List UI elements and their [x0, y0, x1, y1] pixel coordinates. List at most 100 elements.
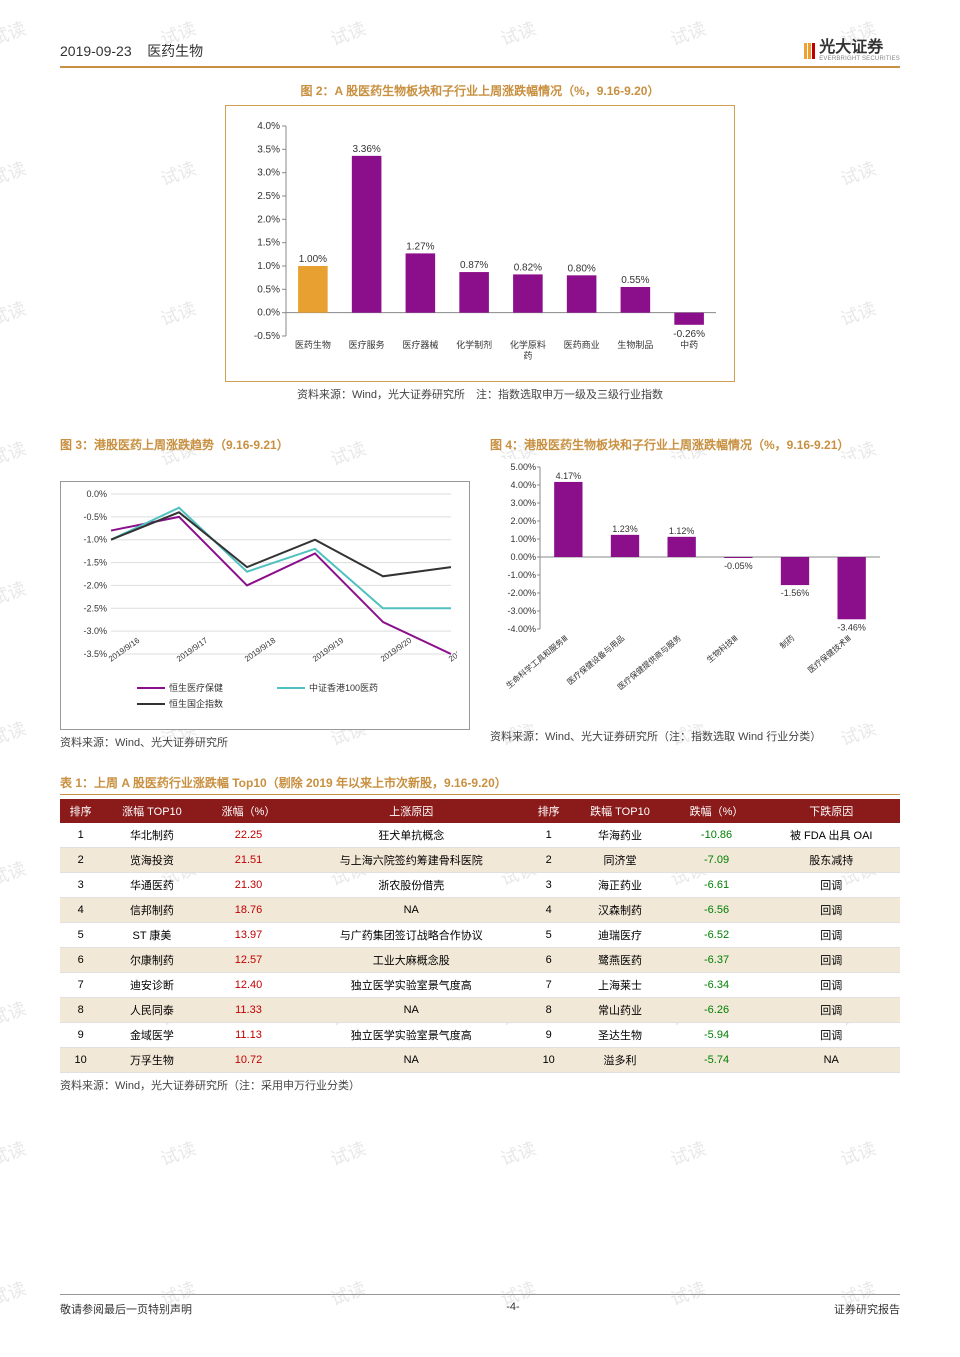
table-cell: 11.13 — [203, 1023, 295, 1048]
table-cell: 8 — [528, 998, 569, 1023]
svg-text:3.0%: 3.0% — [257, 168, 280, 179]
svg-text:1.0%: 1.0% — [257, 261, 280, 272]
table-cell: 迪瑞医疗 — [569, 923, 670, 948]
svg-text:2.0%: 2.0% — [257, 214, 280, 225]
svg-text:0.80%: 0.80% — [567, 263, 595, 274]
table-row: 5ST 康美13.97与广药集团签订战略合作协议5迪瑞医疗-6.52回调 — [60, 923, 900, 948]
svg-text:-3.00%: -3.00% — [507, 606, 536, 616]
table-header-cell: 跌幅 TOP10 — [569, 799, 670, 823]
table-cell: 回调 — [762, 998, 900, 1023]
table-cell: 6 — [60, 948, 101, 973]
svg-text:1.5%: 1.5% — [257, 238, 280, 249]
svg-text:0.00%: 0.00% — [510, 552, 536, 562]
table-row: 9金域医学11.13独立医学实验室景气度高9圣达生物-5.94回调 — [60, 1023, 900, 1048]
footer-right: 证券研究报告 — [834, 1301, 900, 1317]
table-header-cell: 上涨原因 — [294, 799, 528, 823]
table-body: 1华北制药22.25狂犬单抗概念1华海药业-10.86被 FDA 出具 OAI2… — [60, 823, 900, 1073]
table-cell: 常山药业 — [569, 998, 670, 1023]
table-cell: 21.51 — [203, 848, 295, 873]
svg-text:-0.26%: -0.26% — [673, 329, 705, 340]
table-cell: 回调 — [762, 973, 900, 998]
svg-text:中证香港100医药: 中证香港100医药 — [309, 682, 378, 693]
table-cell: -10.86 — [671, 823, 763, 848]
svg-text:2019/9/20: 2019/9/20 — [379, 636, 414, 664]
header-section: 医药生物 — [147, 43, 203, 59]
table-row: 2览海投资21.51与上海六院签约筹建骨科医院2同济堂-7.09股东减持 — [60, 848, 900, 873]
table-cell: 5 — [528, 923, 569, 948]
table-cell: NA — [294, 1048, 528, 1073]
svg-text:-3.5%: -3.5% — [83, 649, 107, 659]
table-cell: 回调 — [762, 898, 900, 923]
table-cell: 3 — [528, 873, 569, 898]
table-cell: 上海莱士 — [569, 973, 670, 998]
svg-text:3.36%: 3.36% — [352, 144, 380, 155]
table-row: 6尔康制药12.57工业大麻概念股6鹭燕医药-6.37回调 — [60, 948, 900, 973]
table-header-cell: 涨幅（%） — [203, 799, 295, 823]
table-cell: 9 — [528, 1023, 569, 1048]
svg-text:1.27%: 1.27% — [406, 241, 434, 252]
svg-text:医药生物: 医药生物 — [295, 339, 331, 350]
table-cell: 1 — [528, 823, 569, 848]
svg-text:4.00%: 4.00% — [510, 480, 536, 490]
svg-text:制药: 制药 — [778, 633, 797, 651]
table-cell: 海正药业 — [569, 873, 670, 898]
fig3-chart: 0.0%-0.5%-1.0%-1.5%-2.0%-2.5%-3.0%-3.5%2… — [60, 481, 470, 730]
table-cell: 10.72 — [203, 1048, 295, 1073]
svg-text:0.55%: 0.55% — [621, 275, 649, 286]
fig2-svg: -0.5%0.0%0.5%1.0%1.5%2.0%2.5%3.0%3.5%4.0… — [236, 116, 726, 366]
page-header: 2019-09-23 医药生物 光大证券 EVERBRIGHT SECURITI… — [60, 40, 900, 68]
fig2-chart: -0.5%0.0%0.5%1.0%1.5%2.0%2.5%3.0%3.5%4.0… — [225, 105, 735, 382]
table-header-row: 排序涨幅 TOP10涨幅（%）上涨原因排序跌幅 TOP10跌幅（%）下跌原因 — [60, 799, 900, 823]
svg-text:2019/9/17: 2019/9/17 — [175, 636, 210, 664]
svg-text:3.00%: 3.00% — [510, 498, 536, 508]
table-cell: 被 FDA 出具 OAI — [762, 823, 900, 848]
svg-text:生命科学工具和服务Ⅲ: 生命科学工具和服务Ⅲ — [504, 633, 570, 690]
table-cell: 4 — [60, 898, 101, 923]
fig2-title: 图 2：A 股医药生物板块和子行业上周涨跌幅情况（%，9.16-9.20） — [60, 82, 900, 99]
fig4-chart: 5.00%4.00%3.00%2.00%1.00%0.00%-1.00%-2.0… — [490, 459, 900, 724]
svg-text:生物科技Ⅲ: 生物科技Ⅲ — [704, 633, 739, 665]
table-header-cell: 排序 — [60, 799, 101, 823]
header-left: 2019-09-23 医药生物 — [60, 41, 203, 61]
svg-text:0.0%: 0.0% — [257, 308, 280, 319]
table-cell: 回调 — [762, 873, 900, 898]
table-cell: 7 — [60, 973, 101, 998]
svg-text:-3.0%: -3.0% — [83, 626, 107, 636]
table-cell: 18.76 — [203, 898, 295, 923]
table-cell: 13.97 — [203, 923, 295, 948]
table-header-cell: 下跌原因 — [762, 799, 900, 823]
table-cell: -5.74 — [671, 1048, 763, 1073]
svg-text:-2.0%: -2.0% — [83, 580, 107, 590]
svg-text:0.87%: 0.87% — [460, 260, 488, 271]
svg-text:医疗保健设备与用品: 医疗保健设备与用品 — [565, 633, 627, 687]
svg-text:-1.00%: -1.00% — [507, 570, 536, 580]
table-cell: 狂犬单抗概念 — [294, 823, 528, 848]
svg-text:2019/9/16: 2019/9/16 — [107, 636, 142, 664]
table-cell: 鹭燕医药 — [569, 948, 670, 973]
fig3-svg: 0.0%-0.5%-1.0%-1.5%-2.0%-2.5%-3.0%-3.5%2… — [67, 488, 457, 718]
table-cell: 8 — [60, 998, 101, 1023]
table-cell: 圣达生物 — [569, 1023, 670, 1048]
table-cell: 1 — [60, 823, 101, 848]
table-cell: 华海药业 — [569, 823, 670, 848]
svg-text:2019/9/19: 2019/9/19 — [311, 636, 346, 664]
table-header-cell: 跌幅（%） — [671, 799, 763, 823]
table-row: 10万孚生物10.72NA10溢多利-5.74NA — [60, 1048, 900, 1073]
table-cell: 与广药集团签订战略合作协议 — [294, 923, 528, 948]
table-cell: 汉森制药 — [569, 898, 670, 923]
table-cell: 11.33 — [203, 998, 295, 1023]
table-cell: NA — [762, 1048, 900, 1073]
svg-text:化学原料: 化学原料 — [510, 339, 546, 350]
svg-text:-1.56%: -1.56% — [781, 588, 810, 598]
table-cell: 独立医学实验室景气度高 — [294, 1023, 528, 1048]
table-cell: NA — [294, 998, 528, 1023]
table-cell: 21.30 — [203, 873, 295, 898]
svg-text:4.17%: 4.17% — [556, 471, 582, 481]
table-cell: 华通医药 — [101, 873, 202, 898]
table-cell: 同济堂 — [569, 848, 670, 873]
table-header-cell: 涨幅 TOP10 — [101, 799, 202, 823]
fig4-col: 图 4：港股医药生物板块和子行业上周涨跌幅情况（%，9.16-9.21） 5.0… — [490, 422, 900, 750]
brand-sub: EVERBRIGHT SECURITIES — [819, 56, 900, 62]
svg-text:2019/9/18: 2019/9/18 — [243, 636, 278, 664]
table-row: 4信邦制药18.76NA4汉森制药-6.56回调 — [60, 898, 900, 923]
